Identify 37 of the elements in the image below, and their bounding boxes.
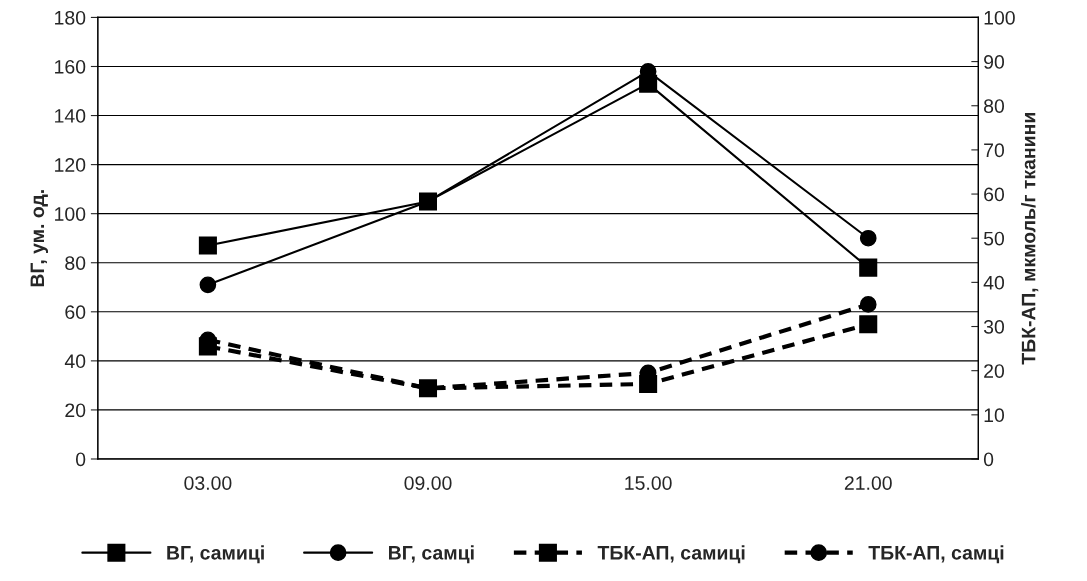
y-tick-label: 20 bbox=[65, 403, 86, 418]
x-tick-label: 15.00 bbox=[625, 476, 672, 490]
x-tick-label: 21.00 bbox=[844, 476, 892, 490]
legend-label: ТБК-АП, самці bbox=[868, 545, 1004, 564]
point bbox=[859, 296, 877, 313]
y-tick-label: 0 bbox=[75, 452, 86, 467]
y2-tick-label: 80 bbox=[984, 99, 1005, 113]
point bbox=[859, 315, 878, 334]
y-tick-label: 120 bbox=[55, 158, 86, 172]
y2-tick-label: 40 bbox=[983, 275, 1005, 290]
point bbox=[198, 236, 217, 255]
y-tick-label: 160 bbox=[55, 59, 86, 74]
y2-axis-title: ТБК-АП, мкмоль/г тканини bbox=[1021, 113, 1039, 365]
y2-tick-label: 60 bbox=[984, 187, 1005, 202]
point bbox=[859, 258, 878, 277]
y2-tick-label: 10 bbox=[984, 408, 1005, 423]
y-tick-label: 180 bbox=[55, 10, 86, 25]
y2-tick-label: 30 bbox=[983, 319, 1005, 334]
y-tick-label: 80 bbox=[65, 256, 86, 270]
y2-tick-label: 0 bbox=[983, 452, 994, 467]
y2-tick-label: 90 bbox=[984, 55, 1005, 69]
legend-label: ВГ, самиці bbox=[167, 545, 264, 564]
x-tick-label: 09.00 bbox=[404, 476, 452, 490]
y2-tick-label: 50 bbox=[983, 231, 1005, 246]
y-axis-title: ВГ, ум. од. bbox=[30, 190, 49, 287]
y-tick-label: 100 bbox=[55, 207, 86, 221]
y2-tick-label: 70 bbox=[984, 143, 1005, 158]
y-tick-label: 140 bbox=[55, 109, 86, 123]
y2-tick-label: 20 bbox=[984, 364, 1005, 378]
y2-tick-label: 100 bbox=[984, 10, 1015, 25]
y-tick-label: 40 bbox=[64, 354, 86, 369]
x-tick-label: 03.00 bbox=[184, 476, 232, 490]
y-tick-label: 60 bbox=[65, 305, 86, 320]
legend-label: ВГ, самці bbox=[389, 545, 474, 564]
point bbox=[199, 276, 217, 294]
point bbox=[859, 229, 877, 247]
legend-label: ТБК-АП, самиці bbox=[597, 545, 745, 564]
